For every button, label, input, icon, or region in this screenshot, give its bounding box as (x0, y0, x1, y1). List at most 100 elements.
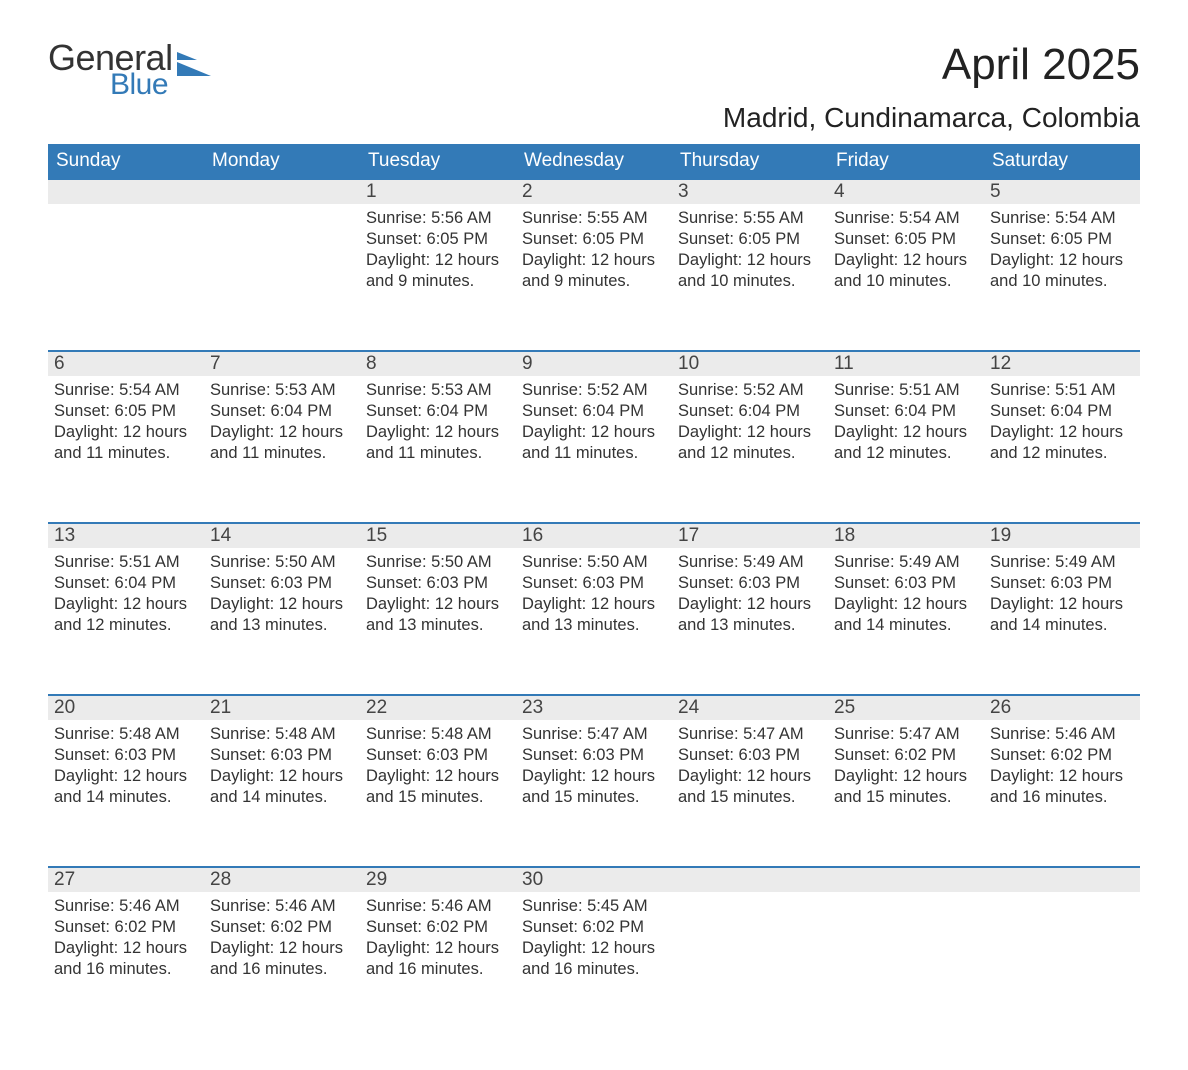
daylight-line: Daylight: 12 hours and 10 minutes. (834, 250, 978, 292)
day-details: Sunrise: 5:53 AMSunset: 6:04 PMDaylight:… (360, 376, 516, 468)
day-number: 9 (516, 350, 672, 376)
day-number: 25 (828, 694, 984, 720)
sunset-line: Sunset: 6:03 PM (210, 745, 354, 766)
sunset-line: Sunset: 6:03 PM (366, 745, 510, 766)
daylight-line: Daylight: 12 hours and 9 minutes. (366, 250, 510, 292)
day-number-empty (204, 178, 360, 204)
day-details: Sunrise: 5:51 AMSunset: 6:04 PMDaylight:… (828, 376, 984, 468)
daylight-line: Daylight: 12 hours and 11 minutes. (210, 422, 354, 464)
sunset-line: Sunset: 6:02 PM (834, 745, 978, 766)
week-details-row: Sunrise: 5:54 AMSunset: 6:05 PMDaylight:… (48, 376, 1140, 506)
daylight-line: Daylight: 12 hours and 14 minutes. (990, 594, 1134, 636)
day-details: Sunrise: 5:48 AMSunset: 6:03 PMDaylight:… (204, 720, 360, 812)
sunrise-line: Sunrise: 5:45 AM (522, 896, 666, 917)
sunrise-line: Sunrise: 5:51 AM (54, 552, 198, 573)
sunset-line: Sunset: 6:05 PM (678, 229, 822, 250)
day-details: Sunrise: 5:46 AMSunset: 6:02 PMDaylight:… (48, 892, 204, 984)
sunrise-line: Sunrise: 5:46 AM (210, 896, 354, 917)
sunset-line: Sunset: 6:03 PM (366, 573, 510, 594)
daylight-line: Daylight: 12 hours and 13 minutes. (522, 594, 666, 636)
daylight-line: Daylight: 12 hours and 16 minutes. (522, 938, 666, 980)
daylight-line: Daylight: 12 hours and 15 minutes. (834, 766, 978, 808)
col-tuesday: Tuesday (360, 144, 516, 178)
day-number: 15 (360, 522, 516, 548)
day-details: Sunrise: 5:49 AMSunset: 6:03 PMDaylight:… (672, 548, 828, 640)
day-number: 21 (204, 694, 360, 720)
daylight-line: Daylight: 12 hours and 16 minutes. (990, 766, 1134, 808)
day-details: Sunrise: 5:46 AMSunset: 6:02 PMDaylight:… (360, 892, 516, 984)
daylight-line: Daylight: 12 hours and 12 minutes. (54, 594, 198, 636)
sunset-line: Sunset: 6:04 PM (834, 401, 978, 422)
sunrise-line: Sunrise: 5:46 AM (990, 724, 1134, 745)
day-details: Sunrise: 5:54 AMSunset: 6:05 PMDaylight:… (828, 204, 984, 296)
day-number: 3 (672, 178, 828, 204)
weekday-header-row: Sunday Monday Tuesday Wednesday Thursday… (48, 144, 1140, 178)
day-number: 14 (204, 522, 360, 548)
day-number: 29 (360, 866, 516, 892)
week-daynum-row: 12345 (48, 178, 1140, 204)
daylight-line: Daylight: 12 hours and 15 minutes. (678, 766, 822, 808)
daylight-line: Daylight: 12 hours and 16 minutes. (54, 938, 198, 980)
day-number: 4 (828, 178, 984, 204)
sunset-line: Sunset: 6:03 PM (990, 573, 1134, 594)
daylight-line: Daylight: 12 hours and 11 minutes. (366, 422, 510, 464)
col-friday: Friday (828, 144, 984, 178)
daylight-line: Daylight: 12 hours and 16 minutes. (366, 938, 510, 980)
day-details: Sunrise: 5:51 AMSunset: 6:04 PMDaylight:… (48, 548, 204, 640)
sunrise-line: Sunrise: 5:50 AM (522, 552, 666, 573)
sunset-line: Sunset: 6:03 PM (678, 573, 822, 594)
sunset-line: Sunset: 6:05 PM (834, 229, 978, 250)
day-number: 20 (48, 694, 204, 720)
sunset-line: Sunset: 6:02 PM (54, 917, 198, 938)
sunrise-line: Sunrise: 5:50 AM (366, 552, 510, 573)
daylight-line: Daylight: 12 hours and 10 minutes. (990, 250, 1134, 292)
logo: General Blue (48, 40, 211, 100)
daylight-line: Daylight: 12 hours and 11 minutes. (54, 422, 198, 464)
week-spacer (48, 506, 1140, 522)
sunset-line: Sunset: 6:03 PM (834, 573, 978, 594)
sunrise-line: Sunrise: 5:47 AM (678, 724, 822, 745)
day-number: 18 (828, 522, 984, 548)
logo-word-blue: Blue (110, 70, 211, 100)
day-number-empty (672, 866, 828, 892)
sunrise-line: Sunrise: 5:51 AM (990, 380, 1134, 401)
col-wednesday: Wednesday (516, 144, 672, 178)
calendar-grid: Sunday Monday Tuesday Wednesday Thursday… (48, 144, 1140, 1022)
day-details: Sunrise: 5:46 AMSunset: 6:02 PMDaylight:… (984, 720, 1140, 812)
day-number: 7 (204, 350, 360, 376)
week-daynum-row: 27282930 (48, 866, 1140, 892)
sunrise-line: Sunrise: 5:49 AM (678, 552, 822, 573)
sunrise-line: Sunrise: 5:46 AM (366, 896, 510, 917)
day-number: 13 (48, 522, 204, 548)
day-details: Sunrise: 5:52 AMSunset: 6:04 PMDaylight:… (672, 376, 828, 468)
sunrise-line: Sunrise: 5:56 AM (366, 208, 510, 229)
sunrise-line: Sunrise: 5:55 AM (522, 208, 666, 229)
sunrise-line: Sunrise: 5:51 AM (834, 380, 978, 401)
sunset-line: Sunset: 6:05 PM (54, 401, 198, 422)
week-details-row: Sunrise: 5:56 AMSunset: 6:05 PMDaylight:… (48, 204, 1140, 334)
daylight-line: Daylight: 12 hours and 14 minutes. (54, 766, 198, 808)
week-details-row: Sunrise: 5:46 AMSunset: 6:02 PMDaylight:… (48, 892, 1140, 1022)
sunset-line: Sunset: 6:05 PM (990, 229, 1134, 250)
sunset-line: Sunset: 6:02 PM (522, 917, 666, 938)
week-details-row: Sunrise: 5:51 AMSunset: 6:04 PMDaylight:… (48, 548, 1140, 678)
sunset-line: Sunset: 6:02 PM (210, 917, 354, 938)
week-spacer (48, 678, 1140, 694)
day-details: Sunrise: 5:47 AMSunset: 6:03 PMDaylight:… (516, 720, 672, 812)
location-subtitle: Madrid, Cundinamarca, Colombia (48, 102, 1140, 134)
daylight-line: Daylight: 12 hours and 15 minutes. (366, 766, 510, 808)
sunset-line: Sunset: 6:03 PM (54, 745, 198, 766)
day-details: Sunrise: 5:50 AMSunset: 6:03 PMDaylight:… (204, 548, 360, 640)
day-number: 10 (672, 350, 828, 376)
day-details: Sunrise: 5:50 AMSunset: 6:03 PMDaylight:… (516, 548, 672, 640)
week-daynum-row: 20212223242526 (48, 694, 1140, 720)
day-details: Sunrise: 5:50 AMSunset: 6:03 PMDaylight:… (360, 548, 516, 640)
daylight-line: Daylight: 12 hours and 11 minutes. (522, 422, 666, 464)
week-spacer (48, 850, 1140, 866)
sunrise-line: Sunrise: 5:55 AM (678, 208, 822, 229)
day-details: Sunrise: 5:51 AMSunset: 6:04 PMDaylight:… (984, 376, 1140, 468)
day-number: 26 (984, 694, 1140, 720)
day-details: Sunrise: 5:49 AMSunset: 6:03 PMDaylight:… (984, 548, 1140, 640)
week-daynum-row: 6789101112 (48, 350, 1140, 376)
sunset-line: Sunset: 6:03 PM (522, 745, 666, 766)
